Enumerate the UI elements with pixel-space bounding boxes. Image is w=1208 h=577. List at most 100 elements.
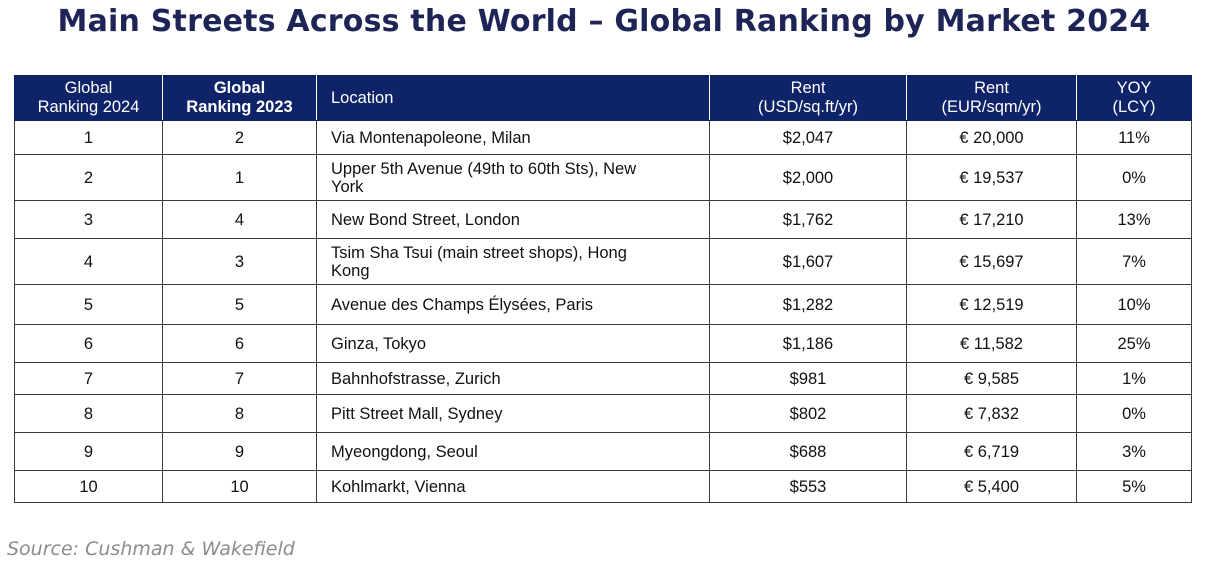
cell-yoy: 7% [1076, 238, 1192, 285]
cell-rent-eur: € 17,210 [906, 200, 1077, 239]
cell-rank-2023: 1 [162, 154, 317, 201]
cell-location: Kohlmarkt, Vienna [316, 470, 710, 503]
cell-location: New Bond Street, London [316, 200, 710, 239]
header-rent-usd: Rent (USD/sq.ft/yr) [709, 75, 907, 121]
cell-rent-usd: $2,047 [709, 120, 907, 155]
cell-location: Bahnhofstrasse, Zurich [316, 362, 710, 395]
cell-yoy: 25% [1076, 324, 1192, 363]
cell-rent-usd: $2,000 [709, 154, 907, 201]
source-note: Source: Cushman & Wakefield [7, 538, 295, 560]
location-line: New Bond Street, London [331, 210, 520, 229]
cell-rank-2024: 8 [14, 394, 163, 433]
cell-rent-usd: $688 [709, 432, 907, 471]
cell-rent-eur: € 6,719 [906, 432, 1077, 471]
cell-rank-2023: 5 [162, 284, 317, 325]
location-line: Upper 5th Avenue (49th to 60th Sts), New [331, 159, 637, 178]
ranking-table: Global Ranking 2024 Global Ranking 2023 Lo… [14, 75, 1192, 503]
cell-rent-eur: € 20,000 [906, 120, 1077, 155]
header-line: Global [64, 79, 113, 97]
header-line: (USD/sq.ft/yr) [758, 98, 858, 116]
cell-rent-eur: € 5,400 [906, 470, 1077, 503]
cell-location: Ginza, Tokyo [316, 324, 710, 363]
cell-rent-eur: € 19,537 [906, 154, 1077, 201]
table-row: 7 7 Bahnhofstrasse, Zurich $981 € 9,585 1% [14, 362, 1192, 395]
cell-yoy: 10% [1076, 284, 1192, 325]
cell-rank-2023: 8 [162, 394, 317, 433]
cell-rent-usd: $1,282 [709, 284, 907, 325]
table-body: 1 2 Via Montenapoleone, Milan $2,047 € 20,00… [14, 120, 1192, 503]
cell-rent-usd: $1,186 [709, 324, 907, 363]
cell-yoy: 13% [1076, 200, 1192, 239]
cell-location: Tsim Sha Tsui (main street shops), Hong K… [316, 238, 710, 285]
cell-rank-2023: 4 [162, 200, 317, 239]
header-global-ranking-2023: Global Ranking 2023 [162, 75, 317, 121]
cell-rent-usd: $802 [709, 394, 907, 433]
cell-rent-eur: € 12,519 [906, 284, 1077, 325]
cell-rank-2023: 2 [162, 120, 317, 155]
table-row: 6 6 Ginza, Tokyo $1,186 € 11,582 25% [14, 324, 1192, 363]
table-row: 3 4 New Bond Street, London $1,762 € 17,210 1… [14, 200, 1192, 239]
location-line: Tsim Sha Tsui (main street shops), Hong [331, 243, 627, 262]
cell-location: Upper 5th Avenue (49th to 60th Sts), New… [316, 154, 710, 201]
cell-rent-eur: € 11,582 [906, 324, 1077, 363]
cell-rank-2023: 10 [162, 470, 317, 503]
table-row: 2 1 Upper 5th Avenue (49th to 60th Sts), N… [14, 154, 1192, 201]
cell-rank-2024: 9 [14, 432, 163, 471]
cell-rank-2023: 6 [162, 324, 317, 363]
cell-rent-eur: € 7,832 [906, 394, 1077, 433]
table-row: 10 10 Kohlmarkt, Vienna $553 € 5,400 5% [14, 470, 1192, 503]
cell-rank-2024: 10 [14, 470, 163, 503]
table-row: 1 2 Via Montenapoleone, Milan $2,047 € 20,00… [14, 120, 1192, 155]
header-line: Ranking 2023 [186, 98, 293, 116]
cell-rank-2024: 2 [14, 154, 163, 201]
cell-rank-2023: 7 [162, 362, 317, 395]
location-line: Pitt Street Mall, Sydney [331, 404, 503, 423]
cell-rent-eur: € 9,585 [906, 362, 1077, 395]
cell-location: Via Montenapoleone, Milan [316, 120, 710, 155]
location-line: Ginza, Tokyo [331, 334, 427, 353]
location-line: York [331, 177, 364, 196]
cell-yoy: 0% [1076, 154, 1192, 201]
cell-rent-eur: € 15,697 [906, 238, 1077, 285]
header-line: Rent [790, 79, 826, 97]
header-yoy: YOY (LCY) [1076, 75, 1192, 121]
cell-rank-2024: 4 [14, 238, 163, 285]
cell-rent-usd: $981 [709, 362, 907, 395]
cell-rank-2024: 7 [14, 362, 163, 395]
table-row: 8 8 Pitt Street Mall, Sydney $802 € 7,832 0% [14, 394, 1192, 433]
header-line: (LCY) [1112, 98, 1156, 116]
cell-rank-2023: 9 [162, 432, 317, 471]
table-row: 4 3 Tsim Sha Tsui (main street shops), Hon… [14, 238, 1192, 285]
location-line: Kohlmarkt, Vienna [331, 477, 466, 496]
header-line: Global [213, 79, 266, 97]
cell-yoy: 0% [1076, 394, 1192, 433]
cell-location: Myeongdong, Seoul [316, 432, 710, 471]
cell-yoy: 3% [1076, 432, 1192, 471]
location-line: Kong [331, 261, 370, 280]
cell-yoy: 11% [1076, 120, 1192, 155]
cell-rank-2024: 1 [14, 120, 163, 155]
table-row: 5 5 Avenue des Champs Élysées, Paris $1,282… [14, 284, 1192, 325]
header-location: Location [316, 75, 710, 121]
cell-location: Avenue des Champs Élysées, Paris [316, 284, 710, 325]
cell-rent-usd: $553 [709, 470, 907, 503]
cell-location: Pitt Street Mall, Sydney [316, 394, 710, 433]
header-global-ranking-2024: Global Ranking 2024 [14, 75, 163, 121]
location-line: Avenue des Champs Élysées, Paris [331, 295, 593, 314]
cell-rank-2023: 3 [162, 238, 317, 285]
cell-rank-2024: 6 [14, 324, 163, 363]
location-line: Via Montenapoleone, Milan [331, 128, 531, 147]
header-line: Rent [974, 79, 1009, 97]
cell-rent-usd: $1,762 [709, 200, 907, 239]
header-line: (EUR/sqm/yr) [941, 98, 1042, 116]
cell-rank-2024: 3 [14, 200, 163, 239]
cell-rank-2024: 5 [14, 284, 163, 325]
cell-yoy: 1% [1076, 362, 1192, 395]
header-line: YOY [1116, 79, 1152, 97]
cell-yoy: 5% [1076, 470, 1192, 503]
location-line: Myeongdong, Seoul [331, 442, 478, 461]
page-title: Main Streets Across the World – Global R… [57, 4, 1151, 39]
table-row: 9 9 Myeongdong, Seoul $688 € 6,719 3% [14, 432, 1192, 471]
cell-rent-usd: $1,607 [709, 238, 907, 285]
header-line: Ranking 2024 [37, 98, 140, 116]
